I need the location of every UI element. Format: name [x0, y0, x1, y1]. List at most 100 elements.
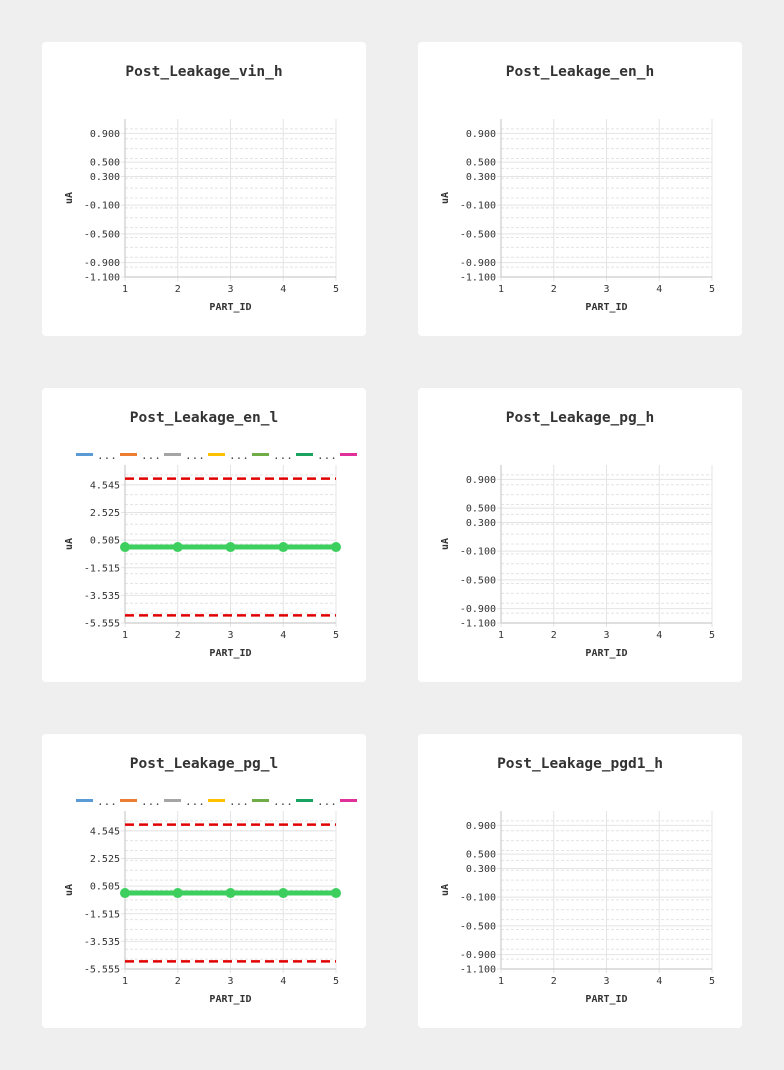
data-point: [331, 888, 341, 899]
x-tick-label: 3: [227, 630, 233, 641]
legend-swatch: [120, 453, 137, 456]
x-tick-label: 4: [280, 284, 286, 295]
x-tick-label: 4: [656, 630, 662, 641]
chart-card-vin-h: Post_Leakage_vin_h 0.900 0.500 0.300 -0.100…: [42, 42, 366, 336]
y-tick-label: 0.500: [466, 158, 496, 169]
data-point: [172, 542, 183, 553]
y-tick-label: 0.900: [90, 129, 120, 140]
y-tick-label: -0.100: [84, 201, 120, 212]
y-tick-label: -0.900: [460, 950, 496, 961]
legend-label: ...: [229, 449, 249, 462]
x-tick-label: 5: [333, 284, 339, 295]
chart-plot: 0.900 0.500 0.300 -0.100 -0.500 -0.900 -1.1001…: [440, 465, 715, 659]
chart-card-en-h: Post_Leakage_en_h 0.900 0.500 0.300 -0.100 -…: [418, 42, 742, 336]
y-tick-label: 4.545: [90, 826, 120, 837]
x-tick-label: 5: [333, 630, 339, 641]
x-axis-title: PART_ID: [585, 648, 627, 659]
legend-swatch: [296, 799, 313, 802]
data-point: [225, 888, 236, 899]
y-tick-label: 0.900: [466, 475, 496, 486]
y-tick-label: -0.900: [84, 258, 120, 269]
legend-label: ...: [141, 449, 161, 462]
x-tick-label: 2: [551, 284, 557, 295]
x-tick-label: 1: [498, 976, 504, 987]
y-tick-label: -0.900: [460, 604, 496, 615]
data-point: [331, 542, 341, 553]
legend-swatch: [340, 799, 357, 802]
y-tick-label: 4.545: [90, 480, 120, 491]
x-tick-label: 2: [175, 976, 181, 987]
data-point: [278, 888, 289, 899]
x-axis-title: PART_ID: [585, 994, 627, 1005]
y-tick-label: 0.500: [466, 850, 496, 861]
legend-swatch: [340, 453, 357, 456]
y-tick-label: 2.525: [90, 508, 120, 519]
x-tick-label: 5: [709, 976, 715, 987]
y-axis-title: uA: [440, 884, 451, 896]
y-tick-label: -3.535: [84, 591, 120, 602]
legend-swatch: [296, 453, 313, 456]
chart-card-pg-h: Post_Leakage_pg_h 0.900 0.500 0.300 -0.100 -…: [418, 388, 742, 682]
data-point: [120, 888, 130, 899]
y-tick-label: -1.100: [460, 965, 496, 976]
data-point: [225, 542, 236, 553]
chart-plot: 0.900 0.500 0.300 -0.100 -0.500 -0.900 -1.1001…: [440, 119, 715, 313]
x-tick-label: 1: [122, 284, 128, 295]
y-tick-label: 0.300: [90, 172, 120, 183]
chart-card-pgd1-h: Post_Leakage_pgd1_h 0.900 0.500 0.300 -0.10…: [418, 734, 742, 1028]
y-tick-label: -0.100: [460, 547, 496, 558]
chart-card-en-l: Post_Leakage_en_l .................. 4.54…: [42, 388, 366, 682]
y-tick-label: -0.500: [84, 229, 120, 240]
legend-swatch: [76, 453, 93, 456]
x-tick-label: 1: [122, 630, 128, 641]
legend-swatch: [208, 799, 225, 802]
chart-title: Post_Leakage_pgd1_h: [497, 756, 663, 772]
x-tick-label: 3: [603, 976, 609, 987]
y-tick-label: 0.900: [466, 821, 496, 832]
x-tick-label: 4: [280, 976, 286, 987]
y-tick-label: 0.505: [90, 882, 120, 893]
legend-swatch: [252, 799, 269, 802]
legend-label: ...: [185, 449, 205, 462]
x-axis-title: PART_ID: [585, 302, 627, 313]
legend-swatch: [208, 453, 225, 456]
legend-swatch: [76, 799, 93, 802]
x-tick-label: 5: [709, 630, 715, 641]
y-tick-label: 0.300: [466, 518, 496, 529]
chart-plot: 0.900 0.500 0.300 -0.100 -0.500 -0.900 -1.1001…: [64, 119, 339, 313]
legend-label: ...: [141, 795, 161, 808]
chart-title: Post_Leakage_vin_h: [125, 64, 283, 80]
y-tick-label: -1.515: [84, 563, 120, 574]
chart-title: Post_Leakage_pg_h: [505, 410, 655, 426]
legend-label: ...: [317, 449, 337, 462]
x-tick-label: 2: [551, 976, 557, 987]
data-point: [278, 542, 289, 553]
y-axis-title: uA: [64, 538, 75, 550]
legend-label: ...: [317, 795, 337, 808]
legend-label: ...: [97, 449, 117, 462]
x-tick-label: 2: [551, 630, 557, 641]
y-tick-label: 0.300: [466, 172, 496, 183]
x-tick-label: 4: [656, 976, 662, 987]
legend-label: ...: [273, 449, 293, 462]
y-tick-label: -0.500: [460, 575, 496, 586]
y-axis-title: uA: [64, 192, 75, 204]
y-tick-label: 0.500: [90, 158, 120, 169]
x-axis-title: PART_ID: [209, 994, 251, 1005]
y-tick-label: 2.525: [90, 854, 120, 865]
x-axis-title: PART_ID: [209, 648, 251, 659]
legend-swatch: [164, 453, 181, 456]
data-point: [120, 542, 130, 553]
y-tick-label: -0.500: [460, 921, 496, 932]
legend-label: ...: [273, 795, 293, 808]
x-tick-label: 4: [656, 284, 662, 295]
x-tick-label: 3: [603, 630, 609, 641]
y-axis-title: uA: [440, 192, 451, 204]
x-tick-label: 2: [175, 630, 181, 641]
y-tick-label: 0.300: [466, 864, 496, 875]
chart-card-pg-l: Post_Leakage_pg_l .................. 4.54…: [42, 734, 366, 1028]
x-tick-label: 5: [333, 976, 339, 987]
chart-plot: 0.900 0.500 0.300 -0.100 -0.500 -0.900 -1.1001…: [440, 811, 715, 1005]
x-tick-label: 3: [227, 976, 233, 987]
